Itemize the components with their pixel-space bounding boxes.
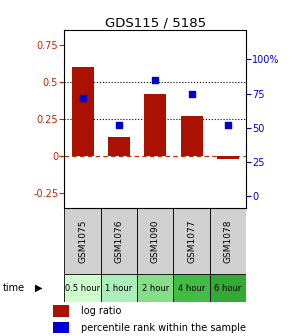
Point xyxy=(226,122,230,128)
Text: 1 hour: 1 hour xyxy=(105,284,133,293)
Bar xyxy=(210,208,246,274)
Text: 4 hour: 4 hour xyxy=(178,284,205,293)
Text: GSM1077: GSM1077 xyxy=(187,219,196,263)
Text: GSM1076: GSM1076 xyxy=(115,219,123,263)
Bar xyxy=(217,156,239,159)
Bar xyxy=(53,322,69,333)
Text: percentile rank within the sample: percentile rank within the sample xyxy=(81,323,246,333)
Text: log ratio: log ratio xyxy=(81,306,121,316)
Point xyxy=(80,95,85,100)
Bar xyxy=(210,274,246,302)
Point xyxy=(189,91,194,96)
Point xyxy=(117,122,121,128)
Point xyxy=(153,77,158,83)
Bar xyxy=(64,208,101,274)
Bar xyxy=(137,208,173,274)
Bar xyxy=(53,305,69,317)
Bar xyxy=(101,274,137,302)
Text: 0.5 hour: 0.5 hour xyxy=(65,284,100,293)
Bar xyxy=(173,274,210,302)
Bar xyxy=(72,67,93,156)
Bar xyxy=(101,208,137,274)
Text: GSM1090: GSM1090 xyxy=(151,219,160,263)
Text: 2 hour: 2 hour xyxy=(142,284,169,293)
Text: ▶: ▶ xyxy=(35,283,43,293)
Bar xyxy=(137,274,173,302)
Bar xyxy=(144,94,166,156)
Bar xyxy=(173,208,210,274)
Bar xyxy=(108,137,130,156)
Title: GDS115 / 5185: GDS115 / 5185 xyxy=(105,16,206,29)
Text: 6 hour: 6 hour xyxy=(214,284,242,293)
Bar xyxy=(64,274,101,302)
Text: GSM1078: GSM1078 xyxy=(224,219,232,263)
Text: GSM1075: GSM1075 xyxy=(78,219,87,263)
Bar xyxy=(181,116,202,156)
Text: time: time xyxy=(3,283,25,293)
